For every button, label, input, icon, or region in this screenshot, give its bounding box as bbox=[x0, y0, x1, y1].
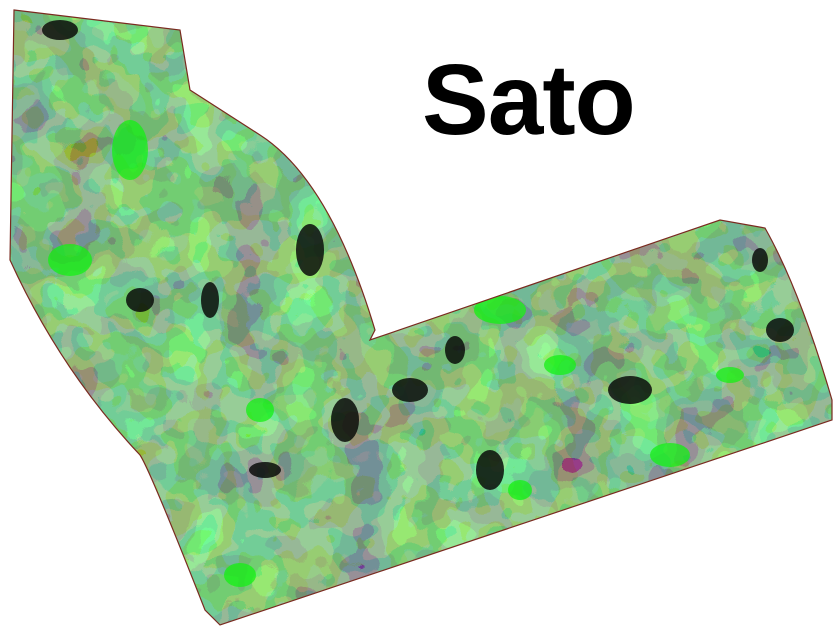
field-title: Sato bbox=[422, 44, 636, 156]
